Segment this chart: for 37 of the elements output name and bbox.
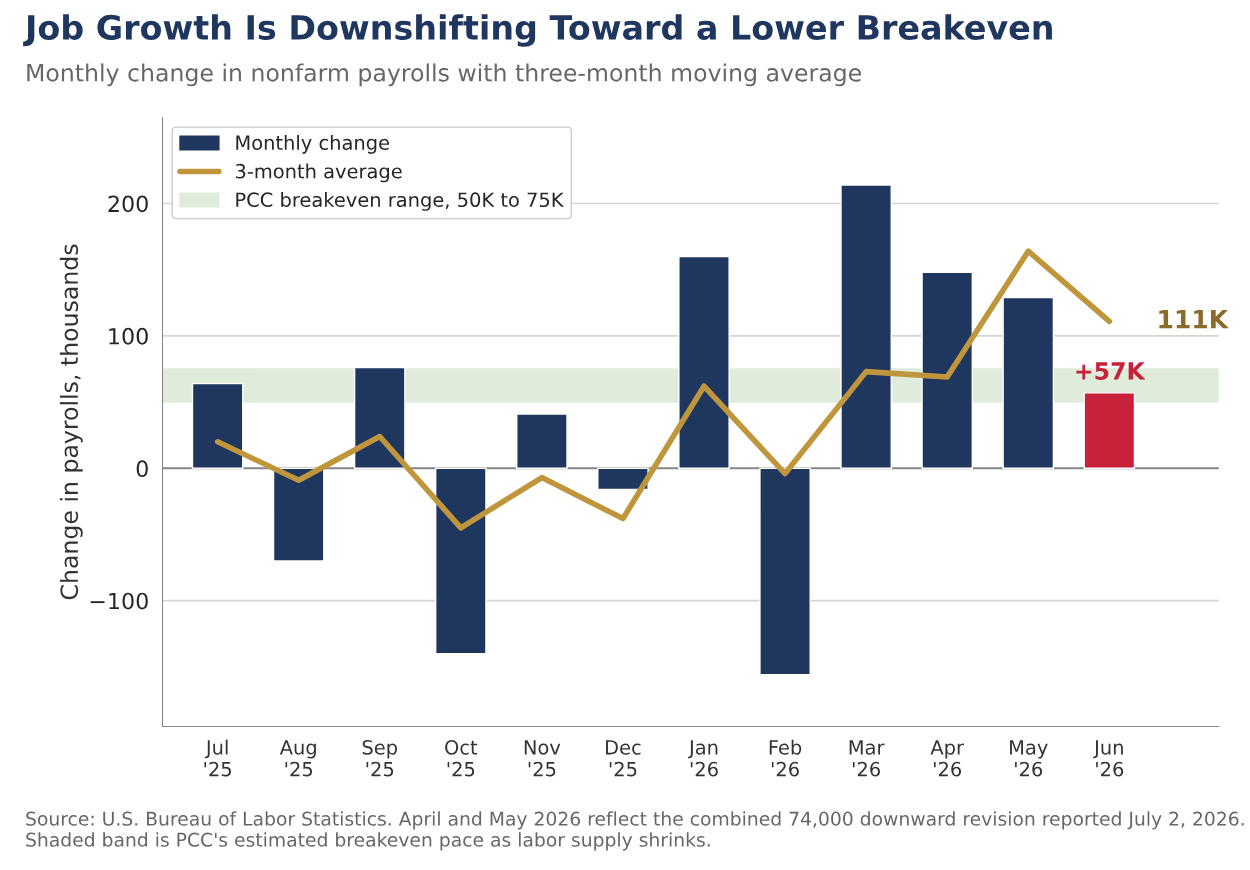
bar	[434, 467, 487, 655]
y-tick-label: 100	[109, 327, 148, 345]
bar	[1002, 296, 1055, 469]
annotation: +57K	[1076, 362, 1146, 380]
x-tick-label: Dec '25	[606, 740, 641, 777]
x-tick-label: Mar '26	[849, 740, 885, 777]
y-tick-label: 200	[108, 195, 148, 213]
chart-subtitle: Monthly change in nonfarm payrolls with three-month moving average	[27, 63, 861, 87]
x-tick-label: Sep '25	[362, 739, 398, 777]
x-tick-label: Apr '26	[930, 740, 965, 777]
bar	[1083, 392, 1136, 469]
bar	[353, 366, 406, 469]
annotation: 111K	[1159, 310, 1229, 329]
bar	[191, 382, 244, 469]
x-tick-label: Nov '25	[524, 740, 561, 777]
y-axis-title: Change in payrolls, thousands	[59, 244, 83, 600]
x-tick-label: Jul '25	[204, 739, 231, 777]
bar	[840, 184, 892, 469]
legend-label: 3-month average	[235, 163, 402, 183]
chart-title: Job Growth Is Downshifting Toward a Lower Breakeven	[23, 14, 1052, 47]
x-tick-label: Aug '25	[279, 740, 316, 777]
x-tick-label: Feb '26	[769, 739, 802, 777]
x-tick-label: May '26	[1010, 740, 1048, 777]
x-tick-label: Oct '25	[445, 739, 478, 777]
bar	[759, 467, 811, 676]
bar	[921, 271, 974, 469]
bar	[272, 467, 325, 562]
y-tick-label: −100	[90, 592, 148, 610]
bar	[678, 255, 730, 469]
source-note: Source: U.S. Bureau of Labor Statistics. April and May 2026 reflect the combined 74,000 downward revision reported July 2, 2026. Shaded band is PCC's estimated breakeven pace as labor supply shrinks.	[26, 811, 1244, 851]
y-tick-label: 0	[136, 460, 148, 478]
bar	[516, 413, 568, 469]
bar	[597, 467, 649, 491]
legend-label: PCC breakeven range, 50K to 75K	[236, 192, 564, 211]
x-tick-label: Jun '26	[1093, 740, 1124, 777]
legend-label: Monthly change	[236, 134, 389, 154]
x-tick-label: Jan '26	[688, 740, 718, 777]
